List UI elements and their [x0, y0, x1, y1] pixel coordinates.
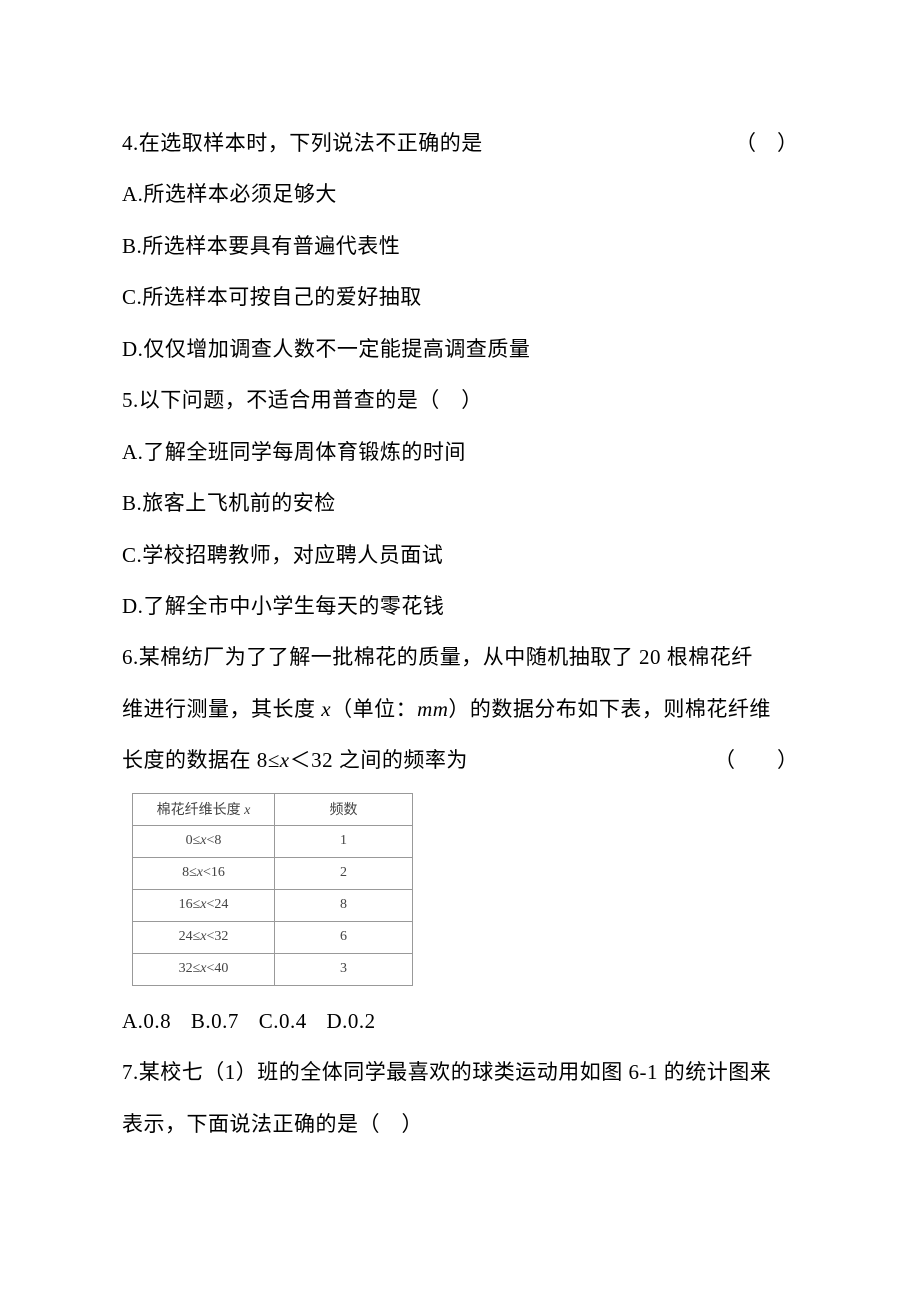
table-row: 0≤x<8 1 [133, 825, 413, 857]
q4-paren: （ ） [735, 118, 798, 169]
cell-freq: 1 [275, 825, 413, 857]
cell-freq: 2 [275, 857, 413, 889]
q7-line1: 7.某校七（1）班的全体同学最喜欢的球类运动用如图 6-1 的统计图来 [122, 1047, 798, 1098]
q6-line1: 6.某棉纺厂为了了解一批棉花的质量，从中随机抽取了 20 根棉花纤 [122, 632, 798, 683]
q6-opt-a: A.0.8 [122, 1009, 171, 1033]
cell-freq: 3 [275, 953, 413, 985]
q4-stem-text: 4.在选取样本时，下列说法不正确的是 [122, 118, 483, 169]
q6-l3-pre: 长度的数据在 8≤ [122, 748, 280, 772]
cell-range: 24≤x<32 [133, 921, 275, 953]
q4-opt-a: A.所选样本必须足够大 [122, 169, 798, 220]
q5-opt-b: B.旅客上飞机前的安检 [122, 478, 798, 529]
q5-opt-d: D.了解全市中小学生每天的零花钱 [122, 581, 798, 632]
q6-l2-post: ）的数据分布如下表，则棉花纤维 [448, 697, 771, 721]
th-length-pre: 棉花纤维长度 [157, 803, 245, 818]
cell-range: 32≤x<40 [133, 953, 275, 985]
q6-line2: 维进行测量，其长度 x（单位：mm）的数据分布如下表，则棉花纤维 [122, 684, 798, 735]
q6-l2-mid: （单位： [331, 697, 417, 721]
q6-l2-pre: 维进行测量，其长度 [122, 697, 321, 721]
th-length: 棉花纤维长度 x [133, 793, 275, 825]
q6-opt-d: D.0.2 [326, 1009, 375, 1033]
q6-paren: （ ） [714, 735, 798, 786]
th-freq: 频数 [275, 793, 413, 825]
q5-opt-c: C.学校招聘教师，对应聘人员面试 [122, 530, 798, 581]
q7-line2: 表示，下面说法正确的是（ ） [122, 1099, 798, 1150]
q4-stem: 4.在选取样本时，下列说法不正确的是 （ ） [122, 118, 798, 169]
q4-opt-b: B.所选样本要具有普遍代表性 [122, 221, 798, 272]
q6-l2-mm: mm [417, 697, 448, 721]
q5-stem: 5.以下问题，不适合用普查的是（ ） [122, 375, 798, 426]
q6-opt-c: C.0.4 [259, 1009, 307, 1033]
q5-opt-a: A.了解全班同学每周体育锻炼的时间 [122, 427, 798, 478]
cell-range: 0≤x<8 [133, 825, 275, 857]
cell-freq: 6 [275, 921, 413, 953]
q6-l3-post: ＜32 之间的频率为 [290, 748, 468, 772]
cell-freq: 8 [275, 889, 413, 921]
q6-l3-x: x [280, 748, 290, 772]
q4-opt-c: C.所选样本可按自己的爱好抽取 [122, 272, 798, 323]
table-row: 16≤x<24 8 [133, 889, 413, 921]
table-header-row: 棉花纤维长度 x 频数 [133, 793, 413, 825]
table-row: 32≤x<40 3 [133, 953, 413, 985]
table-row: 24≤x<32 6 [133, 921, 413, 953]
table-row: 8≤x<16 2 [133, 857, 413, 889]
cell-range: 8≤x<16 [133, 857, 275, 889]
q6-options: A.0.8 B.0.7 C.0.4 D.0.2 [122, 996, 798, 1047]
q6-l2-x: x [321, 697, 331, 721]
cell-range: 16≤x<24 [133, 889, 275, 921]
q4-opt-d: D.仅仅增加调查人数不一定能提高调查质量 [122, 324, 798, 375]
q6-freq-table: 棉花纤维长度 x 频数 0≤x<8 1 8≤x<16 2 16≤x<24 8 2… [132, 793, 413, 986]
q6-opt-b: B.0.7 [191, 1009, 239, 1033]
q6-line3: 长度的数据在 8≤x＜32 之间的频率为 （ ） [122, 735, 798, 786]
th-length-x: x [244, 803, 250, 818]
